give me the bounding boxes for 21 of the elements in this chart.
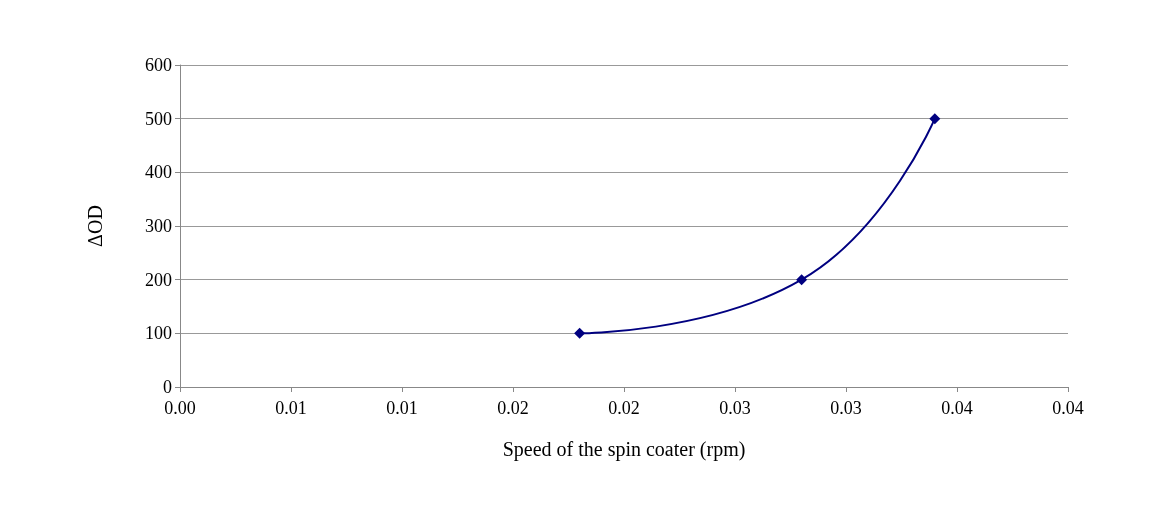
y-tick-label: 100 bbox=[145, 323, 172, 344]
point bbox=[929, 113, 941, 125]
x-tick-label: 0.03 bbox=[719, 398, 751, 418]
x-tick-label: 0.04 bbox=[941, 398, 973, 418]
point bbox=[574, 327, 586, 339]
y-tick-label: 300 bbox=[145, 216, 172, 236]
x-tick-label: 0.03 bbox=[830, 398, 862, 418]
y-tick-label: 500 bbox=[145, 108, 172, 129]
y-tick-label: 600 bbox=[145, 55, 172, 75]
x-tick-label: 0.02 bbox=[497, 398, 529, 418]
y-tick-label: 400 bbox=[145, 162, 172, 183]
x-tick-label: 0.02 bbox=[608, 398, 640, 418]
x-tick-label: 0.01 bbox=[386, 398, 418, 418]
y-tick-label: 0 bbox=[163, 377, 172, 397]
y-tick-label: 200 bbox=[145, 269, 172, 290]
y-axis-title: ΔOD bbox=[84, 205, 106, 247]
x-tick-label: 0.04 bbox=[1052, 398, 1084, 418]
x-tick-label: 0.00 bbox=[164, 398, 196, 418]
point bbox=[796, 274, 808, 286]
x-axis-title: Speed of the spin coater (rpm) bbox=[502, 438, 746, 461]
x-tick-label: 0.01 bbox=[275, 398, 307, 418]
